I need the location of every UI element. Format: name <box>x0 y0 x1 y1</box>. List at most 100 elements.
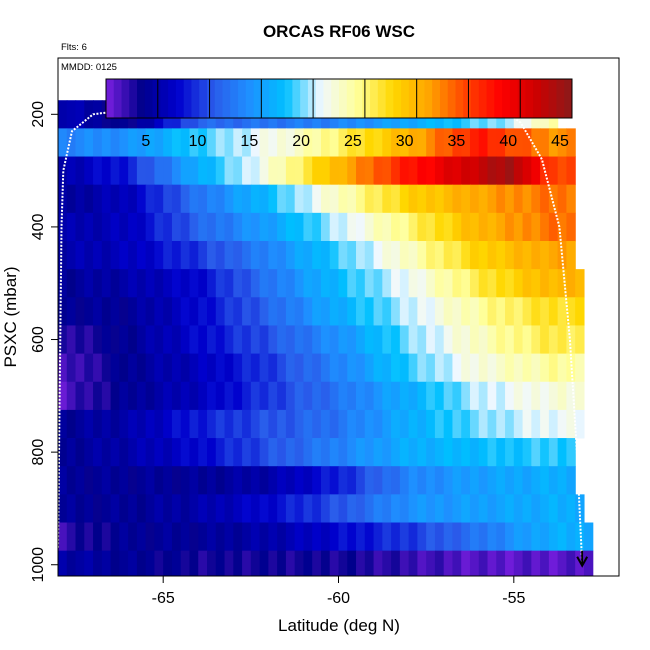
heatmap-cell <box>408 550 418 577</box>
heatmap-cell <box>84 297 94 326</box>
heatmap-cell <box>417 353 427 383</box>
heatmap-cell <box>215 494 226 523</box>
heatmap-cell <box>259 381 269 411</box>
heatmap-cell <box>75 156 85 186</box>
heatmap-cell <box>198 128 208 157</box>
heatmap-cell <box>303 522 313 552</box>
colorbar-segment <box>556 79 565 118</box>
heatmap-cell <box>364 156 375 186</box>
heatmap-cell <box>268 325 278 354</box>
heatmap-cell <box>75 325 85 354</box>
heatmap-cell <box>364 550 375 577</box>
heatmap-cell <box>540 156 550 186</box>
heatmap-cell <box>233 381 243 411</box>
heatmap-cell <box>189 381 199 411</box>
heatmap-cell <box>364 269 375 298</box>
heatmap-cell <box>382 550 392 577</box>
heatmap-cell <box>329 353 340 383</box>
heatmap-cell <box>373 381 383 411</box>
heatmap-cell <box>119 184 129 214</box>
heatmap-cell <box>250 409 261 439</box>
heatmap-cell <box>242 522 252 552</box>
heatmap-cell <box>180 240 191 270</box>
heatmap-cell <box>198 240 208 270</box>
heatmap-cell <box>469 297 480 326</box>
heatmap-cell <box>285 212 296 242</box>
heatmap-cell <box>356 353 366 383</box>
heatmap-cell <box>171 269 182 298</box>
heatmap-cell <box>75 550 85 577</box>
heatmap-cell <box>496 409 506 439</box>
heatmap-cell <box>58 409 68 439</box>
heatmap-cell <box>215 325 226 354</box>
heatmap-cell <box>66 522 77 552</box>
heatmap-cell <box>347 466 357 495</box>
heatmap-cell <box>469 128 480 157</box>
heatmap-cell <box>285 269 296 298</box>
heatmap-cell <box>461 128 471 157</box>
heatmap-cell <box>329 128 340 157</box>
heatmap-cell <box>461 494 471 523</box>
colorbar-segment <box>183 79 192 118</box>
heatmap-cell <box>119 269 129 298</box>
heatmap-cell <box>294 212 305 242</box>
heatmap-cell <box>364 212 375 242</box>
heatmap-cell <box>496 156 506 186</box>
heatmap-cell <box>513 212 524 242</box>
heatmap-cell <box>268 466 278 495</box>
colorbar-tick-label: 40 <box>499 133 517 150</box>
heatmap-cell <box>66 128 77 157</box>
heatmap-cell <box>566 353 576 383</box>
colorbar-segment <box>377 79 387 118</box>
colorbar-segment <box>300 79 309 118</box>
heatmap-cell <box>294 494 305 523</box>
heatmap-cell <box>356 381 366 411</box>
heatmap-cell <box>505 325 515 354</box>
heatmap-cell <box>136 128 147 157</box>
heatmap-cell <box>224 550 234 577</box>
heatmap-cell <box>329 409 340 439</box>
heatmap-cell <box>320 269 331 298</box>
heatmap-cell <box>101 438 112 467</box>
heatmap-cell <box>145 466 156 495</box>
heatmap-cell <box>180 409 191 439</box>
heatmap-cell <box>93 409 103 439</box>
heatmap-cell <box>58 269 68 298</box>
heatmap-cell <box>496 269 506 298</box>
heatmap-cell <box>496 494 506 523</box>
heatmap-cell <box>364 381 375 411</box>
heatmap-cell <box>198 184 208 214</box>
heatmap-cell <box>215 184 226 214</box>
heatmap-cell <box>461 522 471 552</box>
heatmap-cell <box>250 156 261 186</box>
y-tick-label: 200 <box>30 101 47 128</box>
heatmap-cell <box>84 269 94 298</box>
heatmap-cell <box>268 494 278 523</box>
heatmap-cell <box>119 466 129 495</box>
heatmap-cell <box>505 184 515 214</box>
heatmap-cell <box>522 353 532 383</box>
heatmap-cell <box>338 438 348 467</box>
heatmap-cell <box>294 240 305 270</box>
heatmap-cell <box>329 184 340 214</box>
heatmap-cell <box>373 438 383 467</box>
heatmap-cell <box>250 381 261 411</box>
heatmap-cell <box>487 353 497 383</box>
heatmap-cell <box>215 156 226 186</box>
heatmap-cell <box>145 297 156 326</box>
heatmap-cell <box>347 240 357 270</box>
heatmap-cell <box>434 522 445 552</box>
heatmap-cell <box>66 297 77 326</box>
heatmap-cell <box>391 438 401 467</box>
heatmap-cell <box>329 494 340 523</box>
heatmap-cell <box>408 269 418 298</box>
heatmap-cell <box>66 212 77 242</box>
heatmap-cell <box>338 522 348 552</box>
heatmap-cell <box>505 409 515 439</box>
heatmap-cell <box>408 381 418 411</box>
heatmap-cell <box>277 325 287 354</box>
heatmap-cell <box>242 156 252 186</box>
heatmap-cell <box>171 156 182 186</box>
heatmap-cell <box>215 353 226 383</box>
heatmap-cell <box>356 550 366 577</box>
